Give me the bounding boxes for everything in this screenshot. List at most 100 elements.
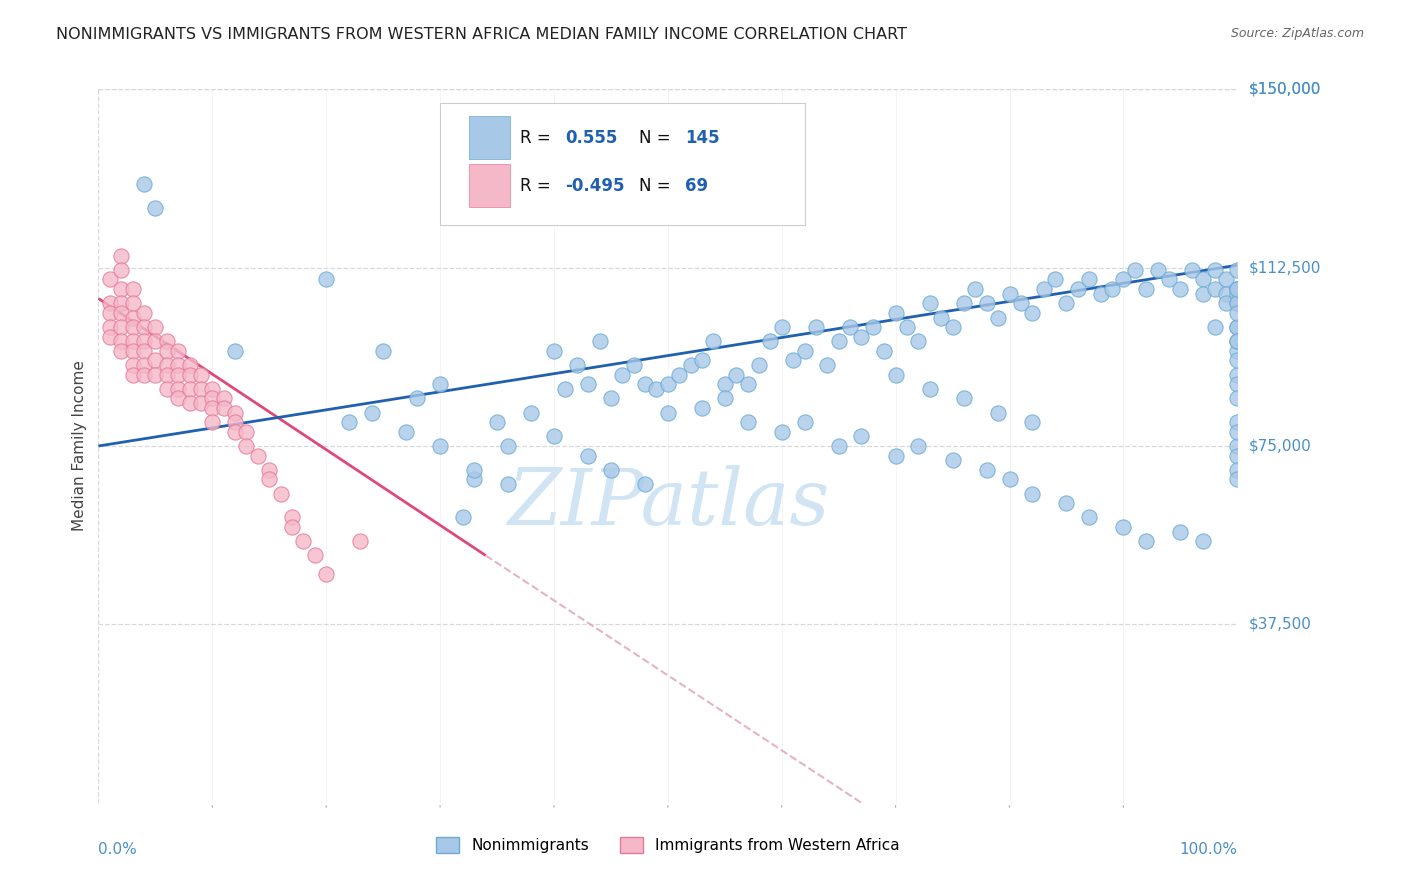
Point	[1090, 286, 1112, 301]
Text: $112,500: $112,500	[1249, 260, 1320, 275]
Point	[1123, 263, 1146, 277]
Point	[918, 296, 941, 310]
Point	[304, 549, 326, 563]
Text: R =: R =	[520, 128, 551, 146]
Text: R =: R =	[520, 177, 551, 194]
Point	[395, 425, 418, 439]
Point	[702, 334, 724, 349]
Point	[179, 382, 201, 396]
Y-axis label: Median Family Income: Median Family Income	[72, 360, 87, 532]
Point	[600, 463, 623, 477]
Point	[634, 477, 657, 491]
Point	[98, 329, 121, 343]
Point	[156, 382, 179, 396]
Point	[657, 377, 679, 392]
Point	[907, 439, 929, 453]
Point	[976, 296, 998, 310]
Point	[839, 320, 862, 334]
Point	[1226, 449, 1249, 463]
Point	[121, 358, 143, 372]
Point	[281, 520, 304, 534]
Point	[976, 463, 998, 477]
Point	[1170, 524, 1192, 539]
Point	[145, 334, 167, 349]
Text: $75,000: $75,000	[1249, 439, 1312, 453]
Point	[1226, 282, 1249, 296]
Point	[1054, 296, 1078, 310]
Point	[1226, 320, 1249, 334]
Point	[281, 510, 304, 524]
Point	[1226, 334, 1249, 349]
Point	[725, 368, 748, 382]
Text: N =: N =	[640, 128, 671, 146]
Point	[463, 472, 485, 486]
Point	[907, 334, 929, 349]
Point	[576, 377, 599, 392]
Text: 0.555: 0.555	[565, 128, 617, 146]
Point	[406, 392, 429, 406]
Point	[145, 201, 167, 215]
Point	[132, 320, 155, 334]
Point	[1226, 306, 1249, 320]
Point	[156, 368, 179, 382]
Point	[190, 396, 212, 410]
Point	[1226, 296, 1249, 310]
Point	[121, 334, 143, 349]
Point	[965, 282, 987, 296]
Point	[110, 263, 132, 277]
Point	[498, 439, 520, 453]
FancyBboxPatch shape	[468, 116, 509, 160]
Point	[259, 472, 281, 486]
Point	[167, 382, 190, 396]
Point	[315, 272, 337, 286]
Text: $150,000: $150,000	[1249, 82, 1320, 96]
Point	[884, 306, 907, 320]
Point	[1226, 286, 1249, 301]
Point	[862, 320, 884, 334]
Point	[167, 368, 190, 382]
Point	[132, 306, 155, 320]
Point	[246, 449, 269, 463]
Point	[179, 396, 201, 410]
Point	[1226, 368, 1249, 382]
Point	[1112, 520, 1135, 534]
Point	[156, 334, 179, 349]
Point	[576, 449, 599, 463]
Point	[110, 296, 132, 310]
Point	[623, 358, 645, 372]
Point	[121, 368, 143, 382]
Point	[918, 382, 941, 396]
Point	[1010, 296, 1032, 310]
Point	[270, 486, 292, 500]
Point	[554, 382, 576, 396]
Point	[110, 306, 132, 320]
Point	[98, 306, 121, 320]
Point	[1078, 510, 1101, 524]
Point	[1192, 286, 1215, 301]
Point	[98, 320, 121, 334]
Point	[998, 472, 1021, 486]
Point	[292, 534, 315, 549]
Text: 145: 145	[685, 128, 720, 146]
Text: $37,500: $37,500	[1249, 617, 1312, 632]
Point	[804, 320, 827, 334]
Point	[429, 377, 451, 392]
Point	[929, 310, 952, 325]
Point	[645, 382, 668, 396]
Point	[145, 320, 167, 334]
Point	[224, 425, 246, 439]
Legend: Nonimmigrants, Immigrants from Western Africa: Nonimmigrants, Immigrants from Western A…	[430, 831, 905, 859]
Point	[851, 329, 873, 343]
Point	[224, 415, 246, 429]
Point	[884, 449, 907, 463]
Point	[782, 353, 804, 368]
Point	[132, 368, 155, 382]
Point	[942, 320, 965, 334]
Point	[98, 272, 121, 286]
Point	[690, 353, 713, 368]
Text: 0.0%: 0.0%	[98, 842, 138, 856]
Point	[770, 320, 793, 334]
Point	[612, 368, 634, 382]
Point	[201, 401, 224, 415]
Point	[212, 401, 235, 415]
